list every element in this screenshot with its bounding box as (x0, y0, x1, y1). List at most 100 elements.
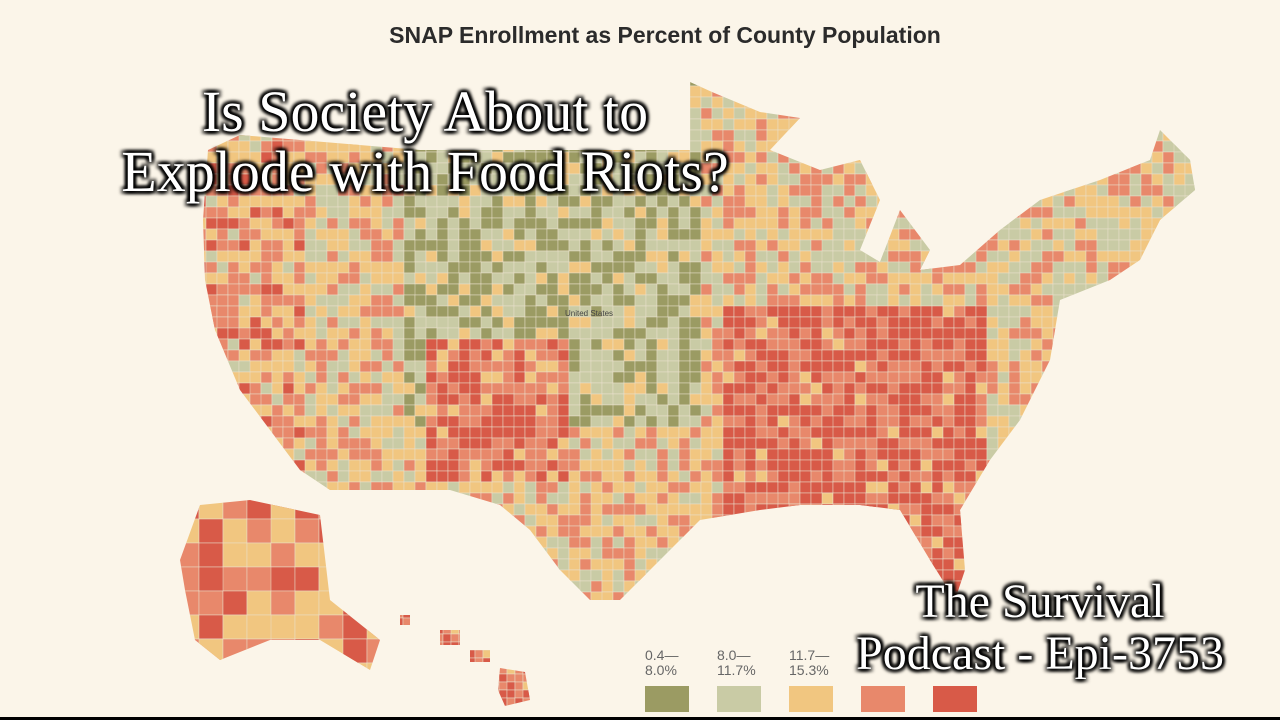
county-cell (381, 217, 394, 230)
county-cell (876, 547, 900, 560)
podcast-line-2: Podcast - Epi-3753 (856, 627, 1224, 680)
county-cell (442, 665, 452, 675)
county-cell (381, 580, 394, 593)
county-cell (920, 349, 933, 362)
county-cell (898, 162, 911, 175)
county-cell (381, 470, 394, 483)
county-cell (260, 250, 273, 263)
county-cell (370, 316, 383, 329)
county-cell (1118, 118, 1142, 131)
county-cell (865, 82, 889, 87)
county-cell (711, 415, 724, 428)
county-cell (1151, 437, 1164, 450)
county-cell (1173, 294, 1195, 307)
county-cell (997, 85, 1010, 98)
county-cell (381, 272, 394, 285)
county-cell (480, 250, 493, 263)
county-cell (756, 603, 767, 614)
county-cell (689, 283, 702, 296)
county-cell (722, 558, 735, 571)
county-cell (205, 305, 218, 318)
county-cell (788, 393, 801, 406)
county-cell (238, 481, 262, 494)
county-cell (469, 448, 482, 461)
county-cell (260, 239, 273, 252)
county-cell (557, 206, 570, 219)
county-cell (524, 272, 537, 285)
county-cell (1052, 536, 1065, 549)
county-cell (480, 294, 493, 307)
county-cell (1107, 338, 1120, 351)
county-cell (1030, 272, 1043, 285)
county-cell (392, 470, 405, 483)
county-cell (1173, 228, 1186, 241)
county-cell (997, 272, 1010, 285)
county-cell (546, 371, 559, 384)
county-cell (1008, 151, 1021, 164)
county-cell (404, 603, 415, 614)
county-cell (447, 250, 460, 263)
county-cell (1151, 481, 1164, 494)
county-cell (370, 239, 383, 252)
county-cell (342, 566, 368, 592)
county-cell (579, 206, 592, 219)
county-cell (513, 503, 526, 516)
county-cell (942, 85, 955, 98)
county-cell (656, 206, 669, 219)
county-cell (260, 360, 273, 373)
county-cell (400, 615, 404, 619)
county-cell (656, 283, 669, 296)
county-cell (634, 305, 647, 318)
county-cell (491, 239, 504, 252)
county-cell (920, 404, 933, 417)
county-cell (271, 404, 284, 417)
county-cell (425, 437, 438, 450)
county-cell (531, 618, 539, 626)
county-cell (403, 437, 416, 450)
county-cell (1074, 503, 1087, 516)
county-cell (931, 173, 955, 186)
county-cell (502, 272, 515, 285)
county-cell (205, 360, 218, 373)
county-cell (854, 327, 867, 340)
county-cell (370, 536, 383, 549)
county-cell (506, 665, 516, 675)
county-cell (524, 470, 537, 483)
county-cell (474, 697, 492, 706)
county-cell (865, 261, 878, 274)
county-cell (854, 96, 867, 109)
county-cell (1162, 85, 1175, 98)
county-cell (260, 272, 273, 285)
county-cell (470, 603, 481, 614)
county-cell (1118, 393, 1131, 406)
county-cell (953, 404, 966, 417)
county-cell (293, 294, 306, 307)
county-cell (865, 118, 889, 131)
county-cell (205, 437, 218, 450)
county-cell (821, 305, 834, 318)
county-cell (1019, 327, 1032, 340)
county-cell (1162, 558, 1175, 571)
county-cell (601, 327, 614, 340)
county-cell (601, 415, 614, 428)
county-cell (414, 525, 427, 538)
county-cell (821, 360, 834, 373)
county-cell (942, 525, 955, 538)
county-cell (498, 615, 508, 619)
county-cell (205, 459, 218, 472)
county-cell (832, 338, 845, 351)
county-cell (524, 459, 537, 472)
county-cell (447, 437, 460, 450)
county-cell (854, 305, 867, 318)
county-cell (458, 591, 471, 600)
county-cell (799, 591, 812, 600)
county-cell (590, 206, 603, 219)
county-cell (1085, 404, 1109, 417)
county-cell (513, 536, 526, 549)
county-cell (203, 459, 207, 472)
county-cell (700, 217, 713, 230)
county-cell (370, 393, 383, 406)
county-cell (656, 217, 669, 230)
county-cell (1085, 140, 1098, 153)
county-cell (788, 228, 801, 241)
